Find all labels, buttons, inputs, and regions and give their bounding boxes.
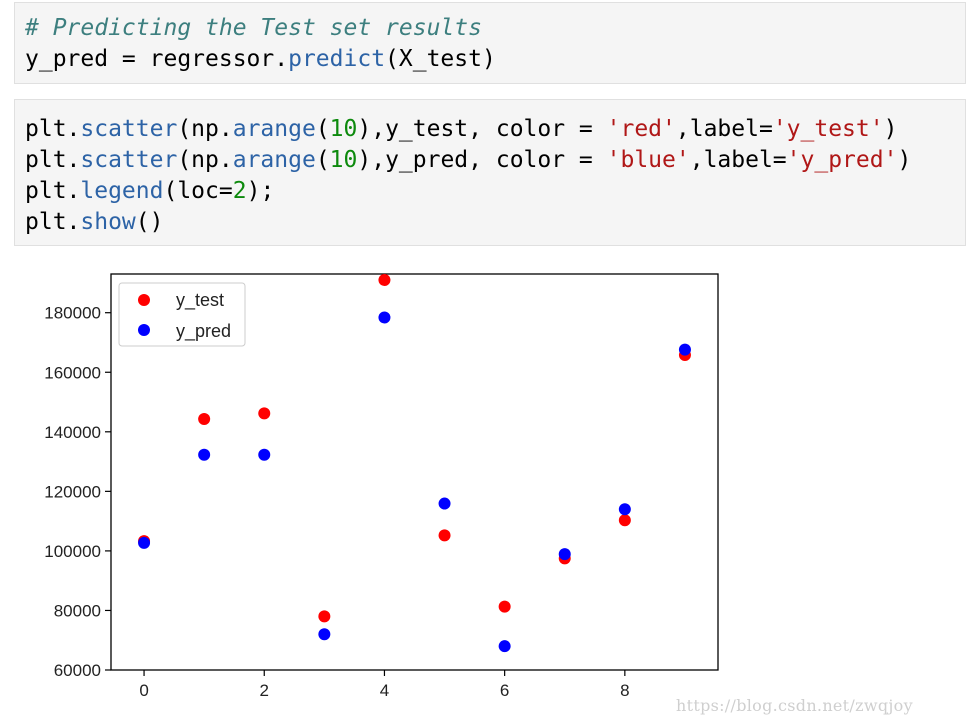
point-y-test	[618, 514, 631, 527]
y-tick-label: 120000	[44, 482, 101, 501]
code-line-scatter-pred: plt.scatter(np.arange(10),y_pred, color …	[25, 147, 912, 173]
point-y-pred	[558, 548, 571, 561]
legend-label-y-test: y_test	[176, 290, 224, 311]
point-y-pred	[318, 628, 331, 641]
legend-marker-y-test	[138, 294, 150, 306]
point-y-pred	[378, 311, 391, 324]
x-tick-label: 8	[620, 681, 629, 698]
data-points	[138, 273, 691, 653]
point-y-pred	[258, 448, 271, 461]
x-tick-label: 4	[380, 681, 389, 698]
code-line-predict: y_pred = regressor.predict(X_test)	[25, 46, 496, 72]
legend-box	[118, 282, 246, 347]
scatter-plot-output: 60000 80000 100000 120000 140000 160000 180000…	[44, 273, 719, 698]
point-y-test	[378, 273, 391, 286]
x-tick-label: 6	[500, 681, 509, 698]
legend-marker-y-pred	[138, 324, 150, 336]
point-y-pred	[198, 448, 211, 461]
point-y-test	[498, 600, 511, 613]
y-tick-label: 160000	[44, 363, 101, 382]
code-line-legend: plt.legend(loc=2);	[25, 178, 275, 204]
y-axis: 60000 80000 100000 120000 140000 160000 180000	[44, 304, 111, 680]
y-tick-label: 60000	[54, 661, 101, 680]
point-y-pred	[618, 503, 631, 516]
point-y-test	[438, 529, 451, 542]
code-cell-plot[interactable]: plt.scatter(np.arange(10),y_test, color …	[14, 99, 966, 246]
x-axis: 0 2 4 6 8	[139, 670, 630, 698]
point-y-pred	[678, 343, 691, 356]
point-y-pred	[438, 497, 451, 510]
y-tick-label: 80000	[54, 601, 101, 620]
point-y-pred	[498, 640, 511, 653]
y-tick-label: 180000	[44, 304, 101, 323]
code-line-scatter-test: plt.scatter(np.arange(10),y_test, color …	[25, 116, 898, 142]
watermark-url: https://blog.csdn.net/zwqjoy	[676, 696, 913, 715]
code-line-comment: # Predicting the Test set results	[25, 15, 482, 41]
x-tick-label: 0	[139, 681, 148, 698]
point-y-test	[258, 407, 271, 420]
y-tick-label: 140000	[44, 423, 101, 442]
legend-label-y-pred: y_pred	[176, 321, 231, 342]
legend: y_test y_pred	[118, 282, 246, 347]
point-y-test	[318, 610, 331, 623]
code-line-show: plt.show()	[25, 209, 164, 235]
point-y-pred	[138, 536, 151, 549]
code-cell-predict[interactable]: # Predicting the Test set results y_pred …	[14, 2, 966, 84]
y-tick-label: 100000	[44, 542, 101, 561]
x-tick-label: 2	[260, 681, 269, 698]
point-y-test	[198, 413, 211, 426]
